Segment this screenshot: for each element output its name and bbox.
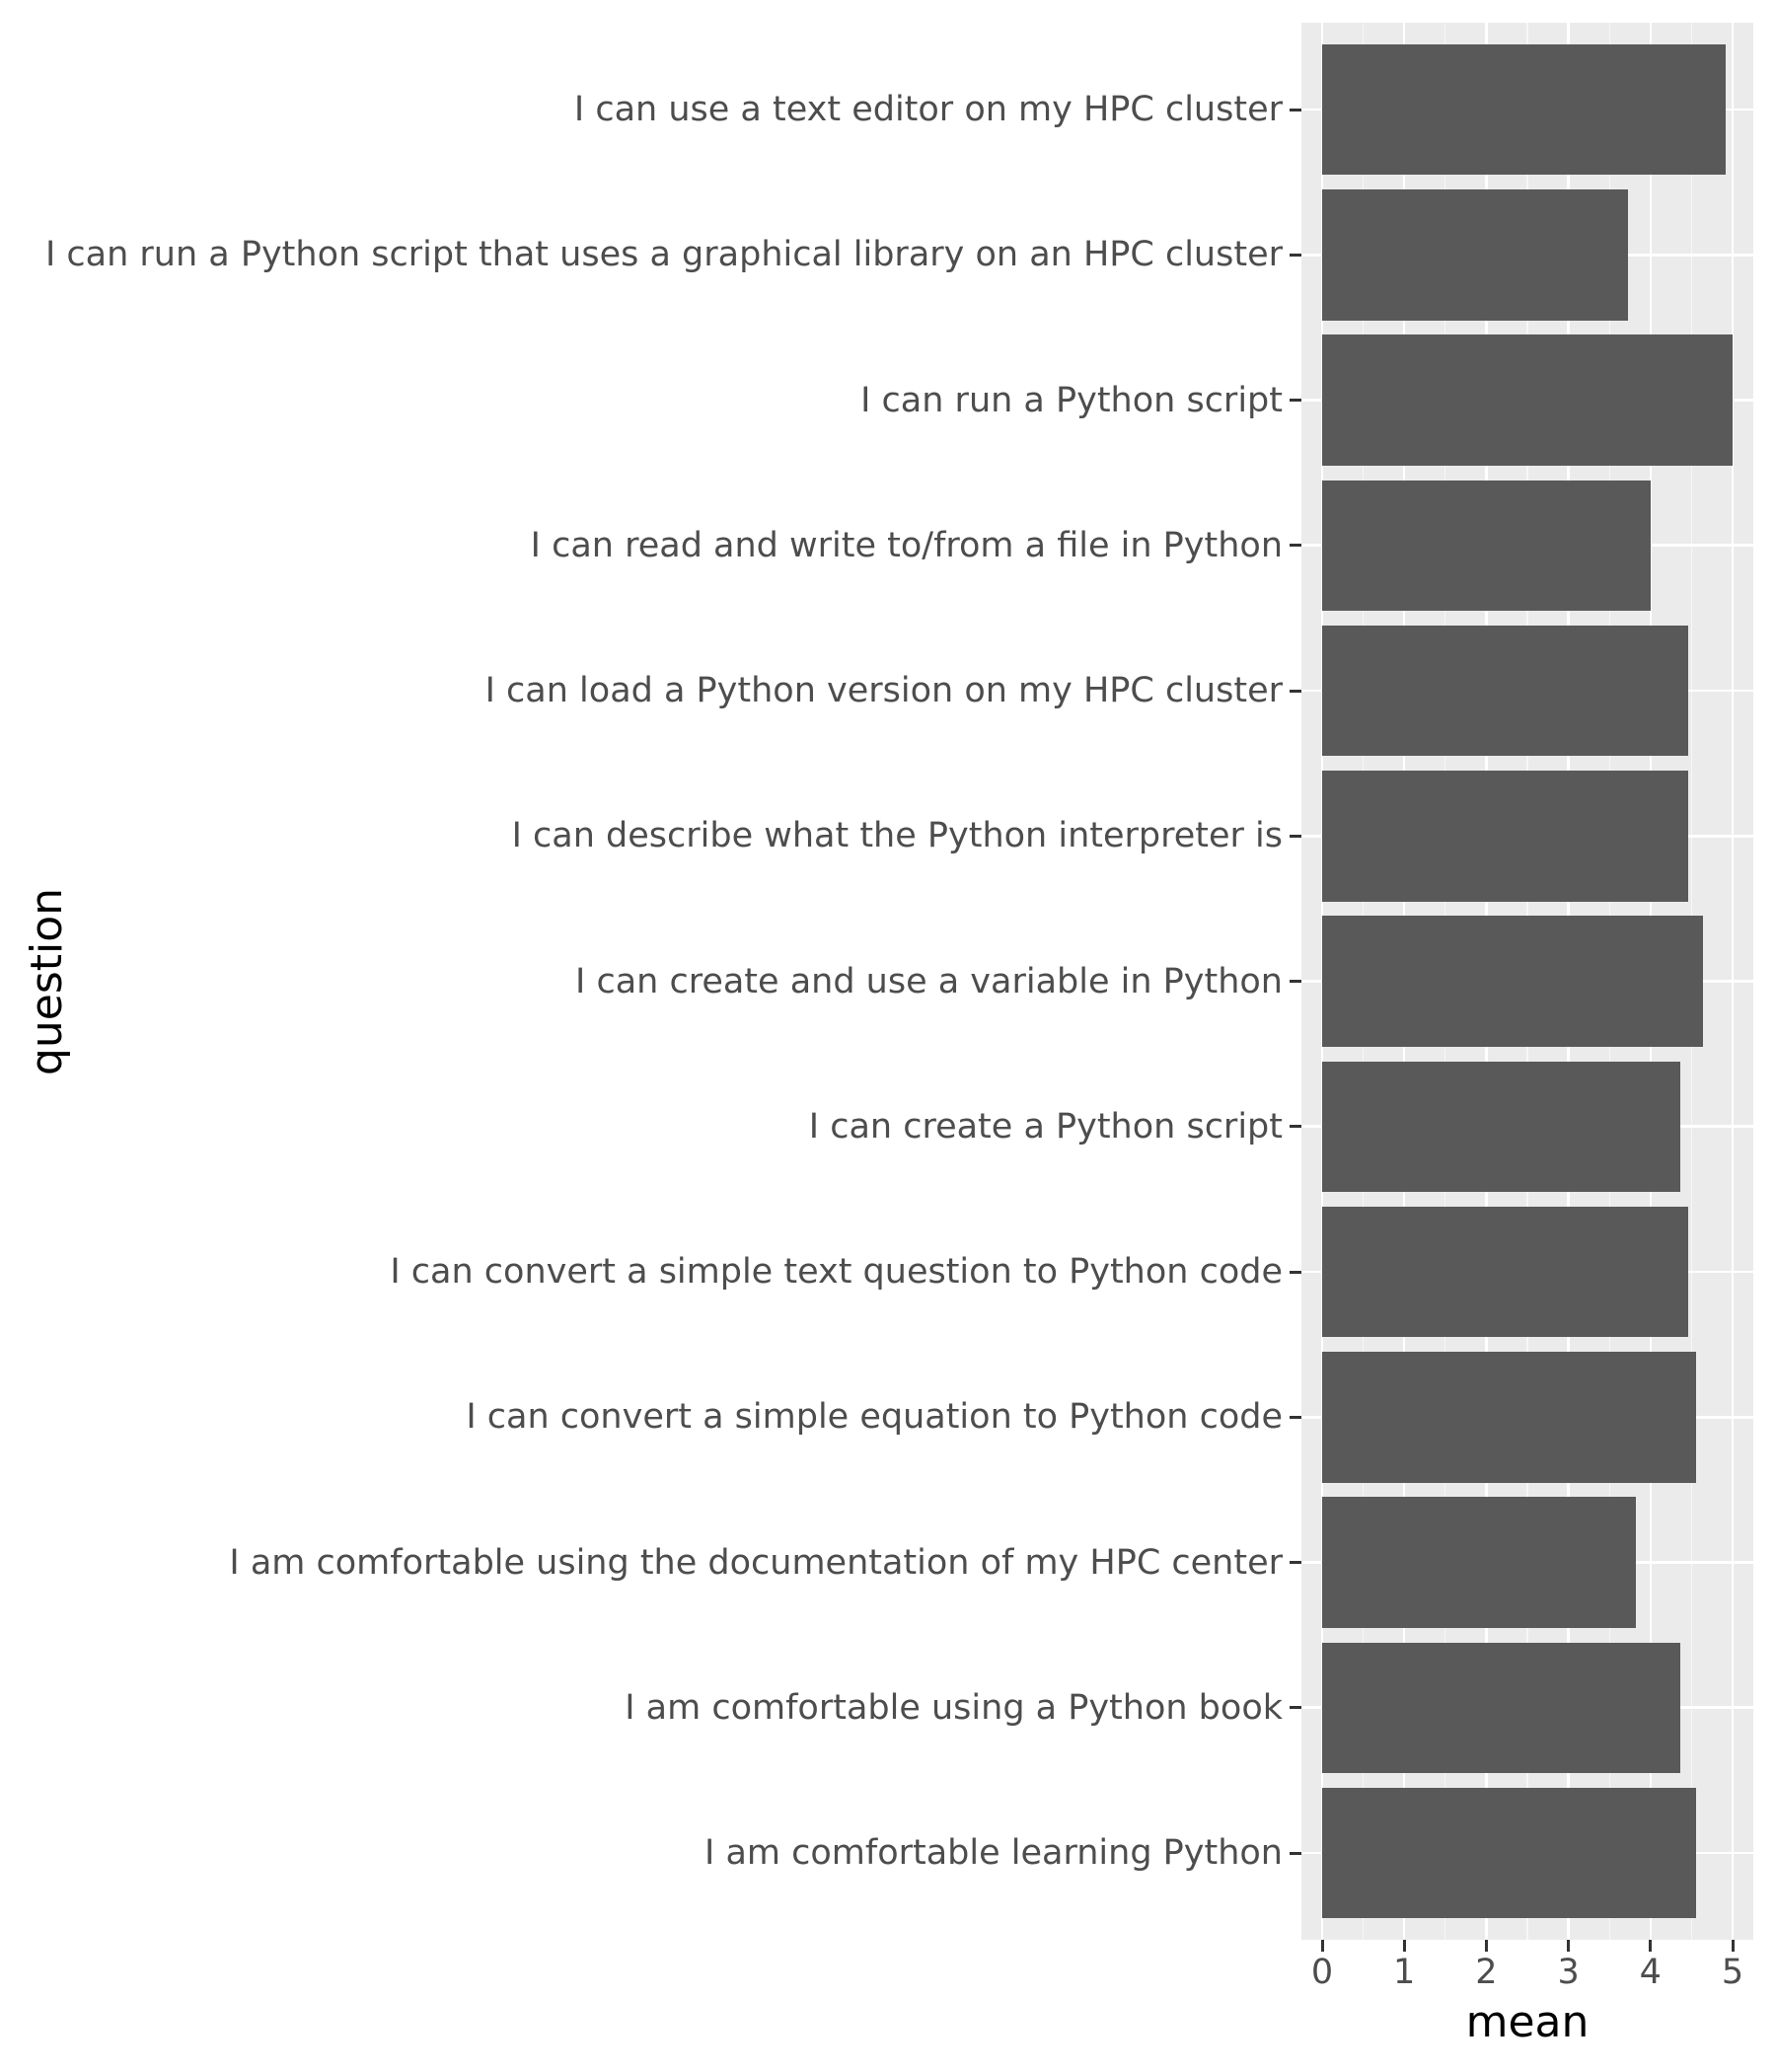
x-axis-tick-label: 2 — [1475, 1953, 1498, 1992]
y-axis-tick — [1290, 253, 1301, 257]
y-axis-tick-label: I can load a Python version on my HPC cl… — [484, 671, 1283, 710]
bar — [1322, 771, 1689, 902]
plot-panel — [1301, 23, 1753, 1940]
bar — [1322, 625, 1689, 757]
y-axis-tick — [1290, 544, 1301, 548]
y-axis-tick-label: I can run a Python script — [860, 380, 1283, 420]
y-axis-tick-label: I am comfortable using a Python book — [625, 1687, 1283, 1728]
bar — [1322, 334, 1733, 466]
bar — [1322, 1497, 1636, 1628]
y-axis-tick-label: I can create a Python script — [808, 1106, 1283, 1147]
x-axis-tick-label: 1 — [1393, 1953, 1416, 1992]
x-axis-tick — [1402, 1940, 1406, 1952]
y-axis-tick — [1290, 980, 1301, 983]
bar — [1322, 916, 1704, 1047]
y-axis-tick — [1290, 108, 1301, 111]
x-axis-tick — [1567, 1940, 1571, 1952]
y-axis-tick — [1290, 1415, 1301, 1419]
y-axis-tick-label: I can run a Python script that uses a gr… — [44, 235, 1283, 275]
x-axis-tick-label: 5 — [1721, 1953, 1744, 1992]
y-axis-tick-label: I can describe what the Python interpret… — [511, 816, 1283, 856]
y-axis-tick — [1290, 1851, 1301, 1855]
bar — [1322, 1352, 1696, 1483]
x-axis-tick-label: 0 — [1310, 1953, 1334, 1992]
bar — [1322, 43, 1727, 176]
bar — [1322, 480, 1651, 611]
y-axis-tick-label: I can read and write to/from a file in P… — [530, 525, 1283, 565]
bar — [1322, 1642, 1680, 1773]
y-axis-title: question — [22, 887, 72, 1076]
y-axis-tick-label: I can create and use a variable in Pytho… — [575, 961, 1283, 1001]
bar — [1322, 1787, 1696, 1919]
bar — [1322, 1206, 1689, 1338]
bar — [1322, 189, 1629, 321]
y-axis-tick — [1290, 834, 1301, 838]
y-axis-tick-label: I can use a text editor on my HPC cluste… — [573, 90, 1283, 129]
y-axis-tick — [1290, 1270, 1301, 1274]
x-axis-tick — [1731, 1940, 1735, 1952]
y-axis-tick — [1290, 1706, 1301, 1710]
x-axis-tick — [1320, 1940, 1324, 1952]
x-axis-tick — [1484, 1940, 1488, 1952]
y-axis-tick — [1290, 689, 1301, 693]
y-axis-tick-label: I can convert a simple text question to … — [390, 1252, 1283, 1292]
x-axis-title: mean — [1465, 1997, 1590, 2047]
x-axis-tick — [1649, 1940, 1653, 1952]
y-axis-tick — [1290, 1561, 1301, 1564]
bar — [1322, 1061, 1680, 1192]
y-axis-tick — [1290, 399, 1301, 402]
y-axis-tick-label: I am comfortable learning Python — [704, 1833, 1283, 1873]
x-axis-tick-label: 3 — [1557, 1953, 1580, 1992]
y-axis-tick — [1290, 1125, 1301, 1129]
y-axis-tick-label: I am comfortable using the documentation… — [229, 1542, 1283, 1583]
y-axis-tick-label: I can convert a simple equation to Pytho… — [466, 1397, 1283, 1438]
x-axis-tick-label: 4 — [1639, 1953, 1662, 1992]
